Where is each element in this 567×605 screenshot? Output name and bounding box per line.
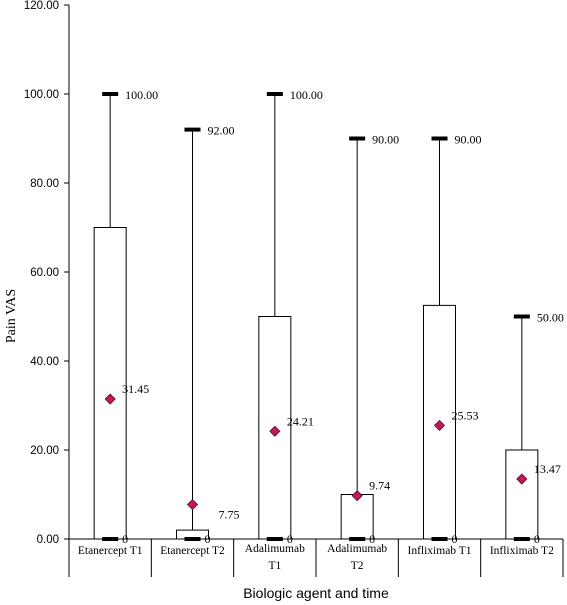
max-value-label: 50.00 — [537, 311, 564, 325]
max-value-label: 100.00 — [125, 88, 158, 102]
mean-value-label: 24.21 — [287, 414, 314, 428]
mean-marker — [104, 393, 116, 405]
labels: Etanercept T1 Etanercept T2 Adalimumab T1 Ad… — [78, 88, 564, 572]
category-label: Adalimumab — [327, 543, 387, 555]
category-label: Etanercept T2 — [160, 545, 225, 557]
mean-value-label: 13.47 — [534, 462, 561, 476]
min-value-label: 0 — [287, 532, 293, 546]
min-value-label: 0 — [205, 532, 211, 546]
mean-marker — [433, 419, 446, 431]
x-axis-label: Biologic agent and time — [243, 585, 389, 601]
category-label: T1 — [268, 560, 281, 572]
mean-marker — [186, 498, 199, 511]
mean-value-label: 9.74 — [369, 479, 390, 493]
mean-value-label: 25.53 — [452, 408, 479, 422]
category-label: Infliximab T1 — [408, 545, 472, 557]
category-label: Etanercept T1 — [78, 545, 143, 557]
min-value-label: 0 — [534, 532, 540, 546]
category-label: T2 — [351, 560, 364, 572]
y-tick-label: 20.00 — [30, 445, 59, 457]
max-value-label: 90.00 — [455, 133, 482, 147]
box — [505, 449, 539, 540]
mean-marker — [351, 490, 363, 502]
max-value-label: 100.00 — [290, 88, 323, 102]
y-tick-label: 120.00 — [24, 0, 59, 12]
mean-marker — [516, 473, 528, 485]
y-tick-label: 0.00 — [37, 534, 59, 546]
max-value-label: 92.00 — [208, 124, 235, 138]
y-axis-label: Pain VAS — [4, 289, 19, 343]
max-value-label: 90.00 — [372, 133, 399, 147]
y-tick-label: 60.00 — [30, 267, 59, 279]
y-tick-label: 80.00 — [30, 178, 59, 190]
y-tick-label: 40.00 — [30, 356, 59, 368]
boxes — [93, 92, 539, 541]
box — [93, 227, 127, 540]
min-value-label: 0 — [122, 532, 128, 546]
y-tick-label: 100.00 — [24, 89, 59, 101]
category-label: Infliximab T2 — [490, 545, 554, 557]
category-label: Adalimumab — [245, 543, 305, 555]
min-value-label: 0 — [369, 532, 375, 546]
min-value-label: 0 — [452, 532, 458, 546]
mean-value-label: 7.75 — [219, 508, 240, 522]
mean-marker — [269, 425, 281, 437]
mean-value-label: 31.45 — [122, 382, 149, 396]
axes: 0.00 20.00 40.00 60.00 80.00 100.00 120.00 — [24, 0, 564, 577]
